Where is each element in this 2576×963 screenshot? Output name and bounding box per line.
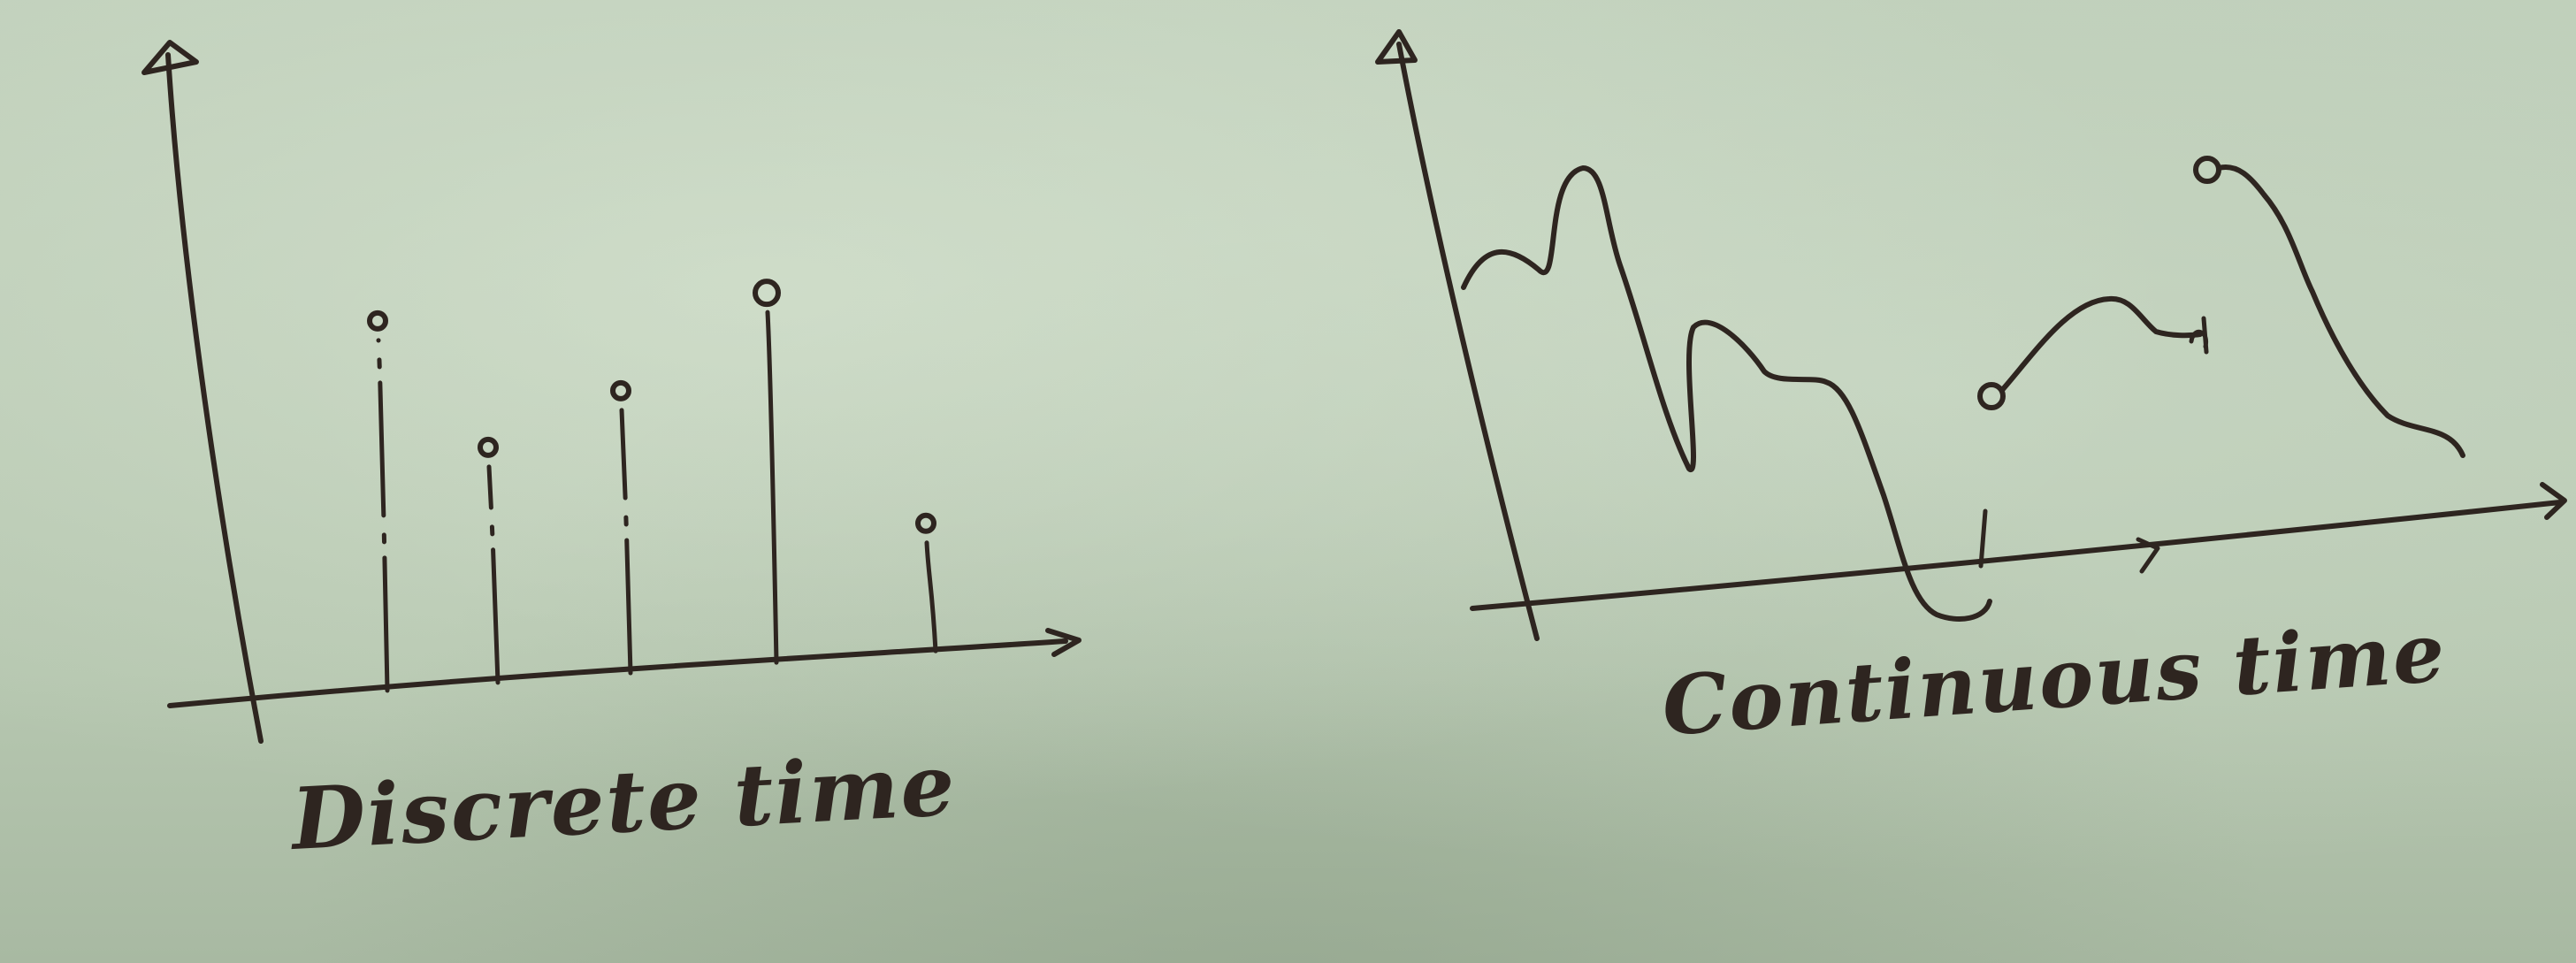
continuous-x-axis [1470, 500, 2563, 611]
discrete-y-arrow-icon [141, 40, 199, 75]
discrete-sample-circle [367, 310, 388, 332]
discrete-sample-stem [924, 540, 938, 653]
discrete-y-axis [165, 52, 264, 744]
discrete-sample-stem [486, 464, 501, 685]
continuous-open-circle-1 [1977, 382, 2006, 410]
discrete-x-axis [167, 638, 1068, 708]
continuous-x-arrow-icon [2540, 482, 2567, 520]
discrete-sample-stem [619, 408, 633, 676]
discrete-sample-stem [376, 338, 390, 693]
discrete-sample-circle [610, 379, 631, 401]
continuous-signal-curve [1461, 165, 1992, 622]
discrete-sample-circle [753, 279, 781, 308]
discrete-sample-stem [765, 310, 779, 665]
discrete-sample-circle [915, 512, 936, 534]
continuous-segment-end-mark [2189, 316, 2209, 355]
discrete-time-diagram [141, 40, 1082, 744]
continuous-y-arrow-icon [1375, 29, 1418, 65]
discrete-x-arrow-icon [1045, 628, 1082, 657]
continuous-signal-segment-2 [2000, 295, 2203, 392]
continuous-signal-segment-3 [2216, 164, 2465, 458]
continuous-time-diagram [1375, 29, 2567, 641]
continuous-y-axis [1396, 42, 1540, 641]
continuous-open-circle-2 [2193, 156, 2221, 184]
discrete-sample-circle [478, 436, 499, 458]
continuous-tick-1 [1978, 508, 1988, 569]
discrete-samples-group [367, 279, 938, 693]
continuous-tick-2 [2136, 537, 2160, 574]
